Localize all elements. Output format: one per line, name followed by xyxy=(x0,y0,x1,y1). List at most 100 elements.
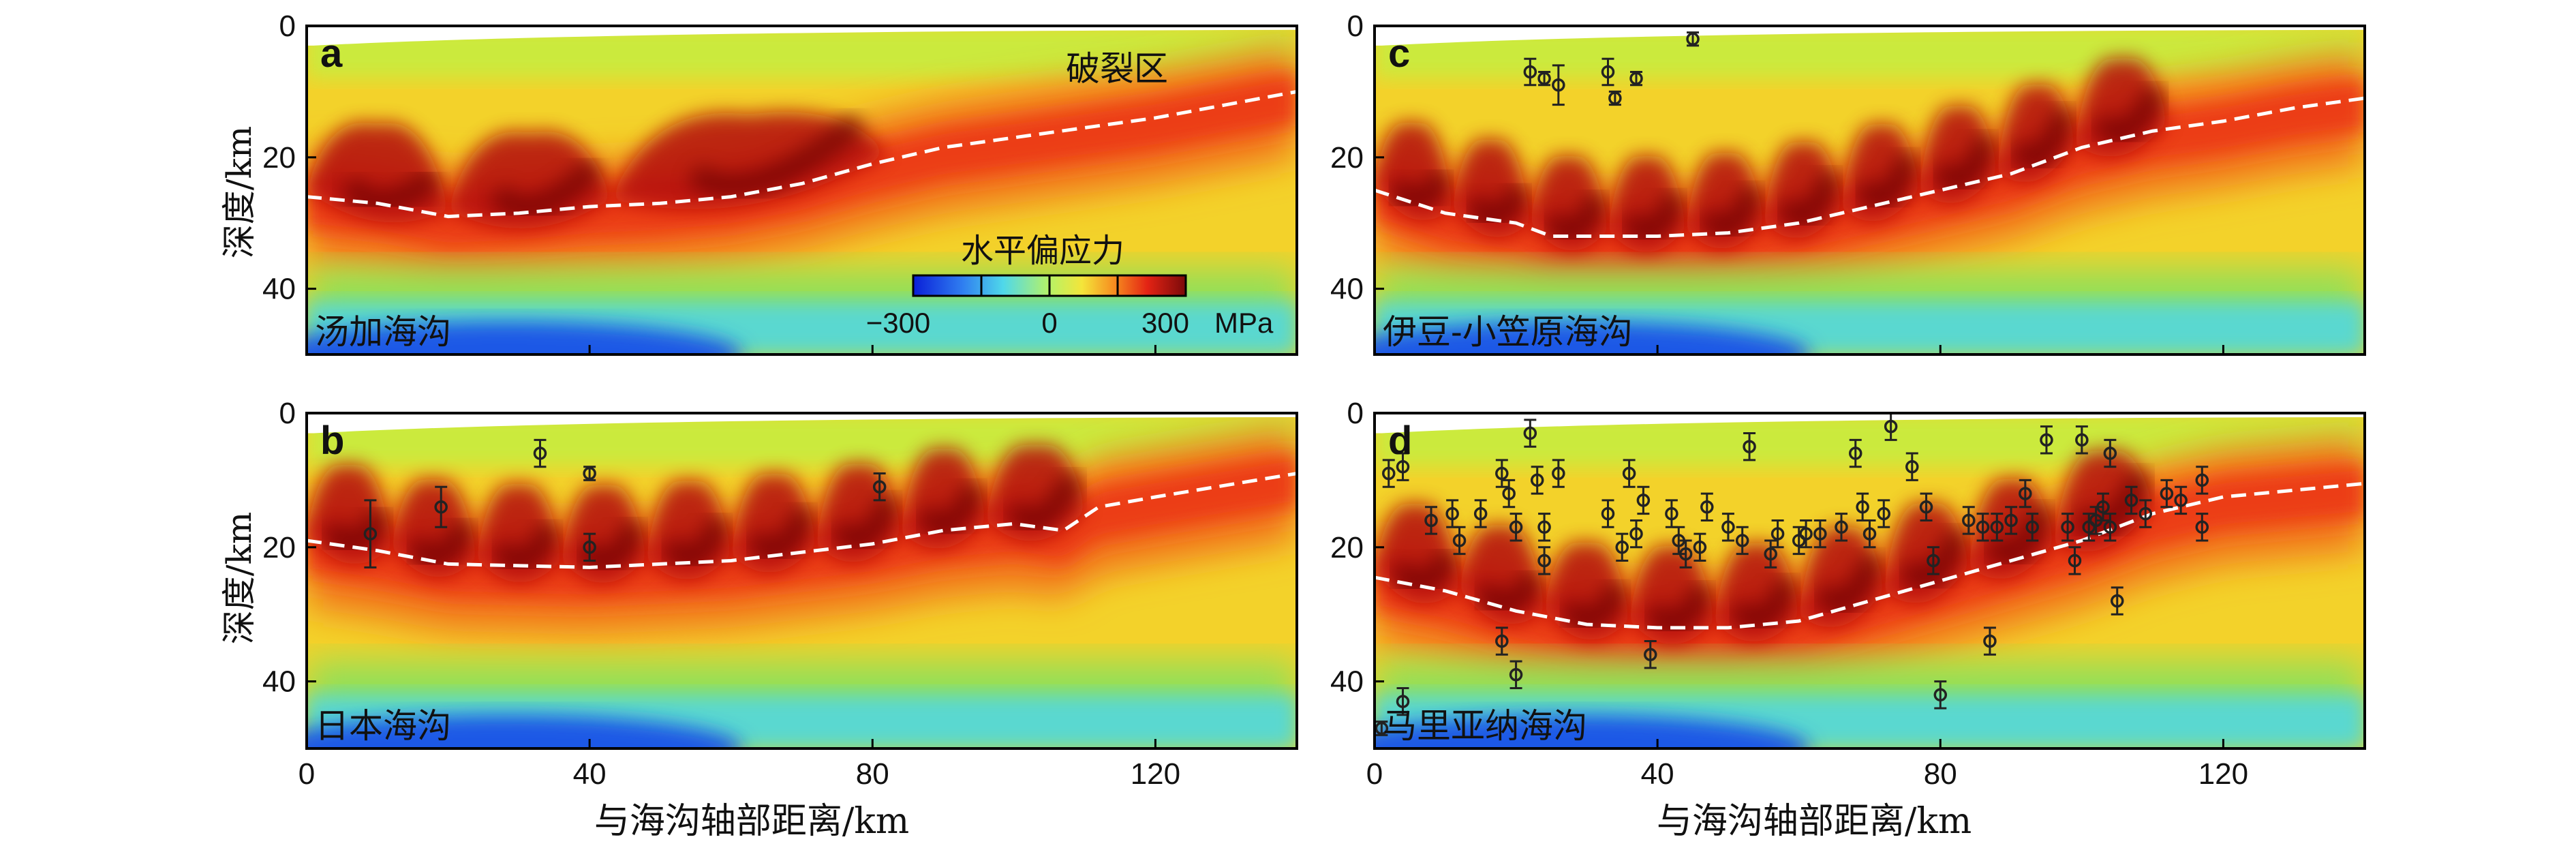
earthquake-point xyxy=(2103,446,2117,460)
stress-core xyxy=(1005,470,1085,533)
colorbar-unit: MPa xyxy=(1214,307,1274,339)
earthquake-point xyxy=(1424,513,1438,528)
earthquake-marker xyxy=(1629,519,1643,549)
fault-interface-line xyxy=(307,472,1297,569)
earthquake-marker xyxy=(2019,479,2032,509)
earthquake-point xyxy=(1552,78,1565,92)
earthquake-marker xyxy=(1382,459,1396,488)
earthquake-point xyxy=(1396,695,1410,708)
stress-core xyxy=(1728,575,1801,632)
y-tick-label: 40 xyxy=(1330,273,1364,306)
earthquake-point xyxy=(2096,500,2110,514)
earthquake-marker xyxy=(2096,492,2110,521)
earthquake-point xyxy=(1523,65,1537,79)
earthquake-marker xyxy=(1764,539,1777,569)
stress-core xyxy=(2009,106,2078,170)
earthquake-point xyxy=(2075,433,2089,447)
earthquake-point xyxy=(1693,541,1707,554)
y-tick-label: 20 xyxy=(1330,141,1364,175)
x-axis-label-right: 与海沟轴部距离/km xyxy=(1657,801,1972,842)
stress-core xyxy=(2091,84,2168,145)
panel-letter: c xyxy=(1388,31,1410,76)
earthquake-point xyxy=(2040,433,2053,447)
earthquake-marker xyxy=(1636,485,1651,515)
earthquake-point xyxy=(1601,65,1615,79)
stress-field xyxy=(1375,26,2365,354)
earthquake-marker xyxy=(1502,479,1516,509)
earthquake-point xyxy=(1799,527,1813,541)
earthquake-point xyxy=(533,446,547,460)
y-axis-label-top: 深度/km xyxy=(219,126,259,259)
earthquake-point xyxy=(2082,520,2096,534)
earthquake-marker xyxy=(533,438,547,468)
earthquake-marker xyxy=(1665,499,1678,528)
earthquake-marker xyxy=(1509,513,1523,542)
earthquake-point xyxy=(2025,520,2039,534)
colorbar-tick-max: 300 xyxy=(1141,307,1189,339)
earthquake-marker xyxy=(1990,513,2004,542)
stress-core xyxy=(1813,551,1886,615)
earthquake-point xyxy=(1686,32,1700,46)
earthquake-marker xyxy=(1396,686,1410,716)
stress-field xyxy=(307,413,1297,748)
earthquake-point xyxy=(434,500,448,514)
earthquake-point xyxy=(1770,527,1785,541)
earthquake-point xyxy=(1665,506,1678,521)
earthquake-point xyxy=(2103,520,2117,534)
trench-name: 马里亚纳海沟 xyxy=(1383,707,1587,745)
deep-blue-patch xyxy=(1375,714,1811,748)
stress-core xyxy=(488,157,603,219)
y-tick-label: 20 xyxy=(262,531,296,564)
earthquake-point xyxy=(1644,648,1657,661)
stress-core xyxy=(1387,168,1454,213)
colorbar-tick-min: −300 xyxy=(866,307,931,339)
earthquake-point xyxy=(1608,91,1622,105)
stress-core xyxy=(1559,580,1631,633)
stress-core xyxy=(830,493,903,552)
earthquake-point xyxy=(1877,506,1891,521)
earthquake-marker xyxy=(1644,640,1657,669)
earthquake-point xyxy=(1629,527,1643,541)
earthquake-point xyxy=(1537,520,1551,534)
earthquake-marker xyxy=(1537,546,1551,575)
stress-core xyxy=(1389,547,1461,595)
trench-name: 汤加海沟 xyxy=(315,313,451,351)
stress-core xyxy=(660,515,733,570)
stress-core xyxy=(1542,191,1611,244)
x-tick-label: 120 xyxy=(1131,757,1180,791)
earthquake-point xyxy=(2195,520,2209,534)
x-tick-label: 0 xyxy=(1366,757,1383,791)
earthquake-marker xyxy=(1700,492,1714,521)
trench-name: 伊豆-小笠原海沟 xyxy=(1383,313,1633,351)
earthquake-marker xyxy=(2174,485,2188,515)
earthquake-marker xyxy=(1495,626,1509,656)
earthquake-point xyxy=(1678,547,1693,561)
earthquake-marker xyxy=(1537,513,1551,542)
earthquake-marker xyxy=(1770,519,1785,549)
earthquake-point xyxy=(2124,494,2138,507)
earthquake-point xyxy=(1615,541,1629,554)
stress-lobe xyxy=(611,112,887,209)
earthquake-marker xyxy=(583,532,596,562)
earthquake-marker xyxy=(1495,459,1509,488)
earthquake-point xyxy=(1382,466,1396,481)
earthquake-point xyxy=(1983,634,1997,648)
earthquake-point xyxy=(1927,554,1940,568)
earthquake-marker xyxy=(1629,70,1643,87)
earthquake-point xyxy=(1962,513,1976,528)
stress-core xyxy=(1465,182,1533,229)
stress-core xyxy=(576,519,648,574)
earthquake-marker xyxy=(1693,532,1707,562)
earthquake-point xyxy=(1743,440,1756,453)
earthquake-marker xyxy=(1862,519,1877,549)
earthquake-marker xyxy=(1792,526,1806,556)
earthquake-marker xyxy=(1933,680,1948,710)
earthquake-point xyxy=(1792,534,1806,547)
earthquake-marker xyxy=(1608,90,1622,106)
earthquake-marker xyxy=(1686,31,1700,47)
earthquake-point xyxy=(2019,487,2032,500)
earthquake-marker xyxy=(1552,459,1565,488)
earthquake-marker xyxy=(2160,479,2174,509)
fault-interface-line xyxy=(1375,481,2365,630)
y-tick-label: 0 xyxy=(1347,10,1364,43)
